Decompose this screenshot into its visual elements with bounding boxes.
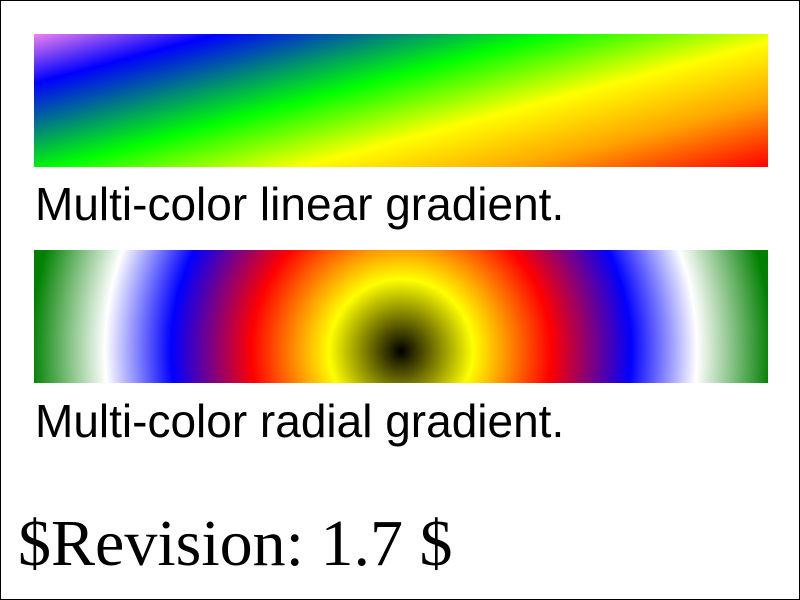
linear-gradient-swatch [34, 34, 768, 167]
linear-gradient-caption: Multi-color linear gradient. [35, 178, 565, 230]
revision-label: $Revision: 1.7 $ [18, 507, 453, 580]
radial-gradient-caption: Multi-color radial gradient. [35, 395, 565, 447]
radial-gradient-swatch [34, 250, 768, 383]
